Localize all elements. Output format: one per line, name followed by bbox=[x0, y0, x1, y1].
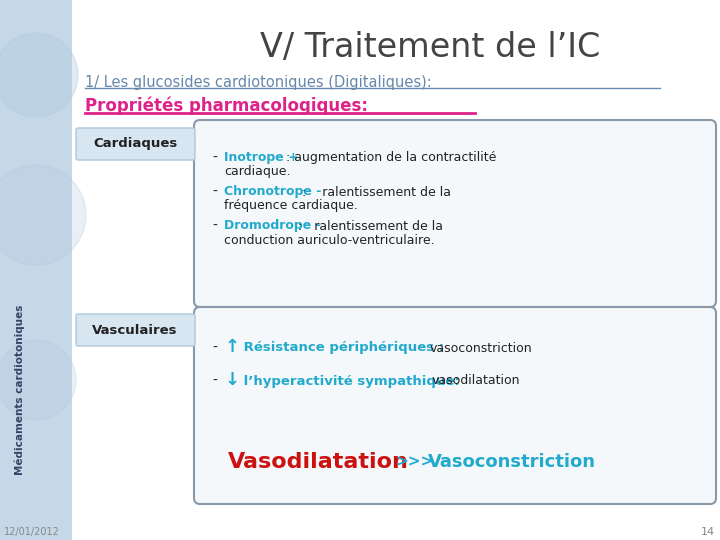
Text: Cardiaques: Cardiaques bbox=[93, 138, 177, 151]
Text: Vasodilatation: Vasodilatation bbox=[228, 452, 409, 472]
Text: ↓: ↓ bbox=[225, 371, 240, 389]
Bar bbox=[0, 0, 72, 540]
Text: conduction auriculo-ventriculaire.: conduction auriculo-ventriculaire. bbox=[224, 233, 435, 246]
Text: cardiaque.: cardiaque. bbox=[224, 165, 290, 179]
Text: -: - bbox=[212, 151, 217, 165]
Text: fréquence cardiaque.: fréquence cardiaque. bbox=[224, 199, 358, 213]
FancyBboxPatch shape bbox=[194, 307, 716, 504]
Circle shape bbox=[0, 165, 86, 265]
Text: Dromodrope -: Dromodrope - bbox=[224, 219, 325, 233]
FancyBboxPatch shape bbox=[194, 120, 716, 307]
Text: 14: 14 bbox=[701, 527, 715, 537]
Text: ↑: ↑ bbox=[225, 338, 240, 356]
Circle shape bbox=[0, 33, 78, 117]
Text: -: - bbox=[212, 219, 217, 233]
Text: :   ralentissement de la: : ralentissement de la bbox=[298, 219, 443, 233]
Circle shape bbox=[0, 340, 76, 420]
FancyBboxPatch shape bbox=[76, 314, 195, 346]
Text: Propriétés pharmacologiques:: Propriétés pharmacologiques: bbox=[85, 97, 368, 115]
Text: : augmentation de la contractilité: : augmentation de la contractilité bbox=[286, 152, 496, 165]
Text: :    ralentissement de la: : ralentissement de la bbox=[302, 186, 451, 199]
Text: vasoconstriction: vasoconstriction bbox=[430, 341, 533, 354]
Text: vasodilatation: vasodilatation bbox=[432, 375, 521, 388]
Text: l’hyperactivité sympathique:: l’hyperactivité sympathique: bbox=[239, 375, 464, 388]
Text: -: - bbox=[212, 374, 217, 388]
Text: V/ Traitement de l’IC: V/ Traitement de l’IC bbox=[260, 31, 600, 64]
Text: >>>: >>> bbox=[395, 455, 433, 469]
Text: Vasoconstriction: Vasoconstriction bbox=[428, 453, 596, 471]
Text: Résistance périphériques :: Résistance périphériques : bbox=[239, 341, 449, 354]
Text: 12/01/2012: 12/01/2012 bbox=[4, 527, 60, 537]
Text: Médicaments cardiotoniques: Médicaments cardiotoniques bbox=[14, 305, 25, 475]
Text: 1/ Les glucosides cardiotoniques (Digitaliques):: 1/ Les glucosides cardiotoniques (Digita… bbox=[85, 75, 432, 90]
Text: Chronotrope -: Chronotrope - bbox=[224, 186, 325, 199]
Text: Inotrope +: Inotrope + bbox=[224, 152, 303, 165]
FancyBboxPatch shape bbox=[76, 128, 195, 160]
Text: -: - bbox=[212, 341, 217, 355]
Text: Vasculaires: Vasculaires bbox=[92, 323, 178, 336]
Text: -: - bbox=[212, 185, 217, 199]
